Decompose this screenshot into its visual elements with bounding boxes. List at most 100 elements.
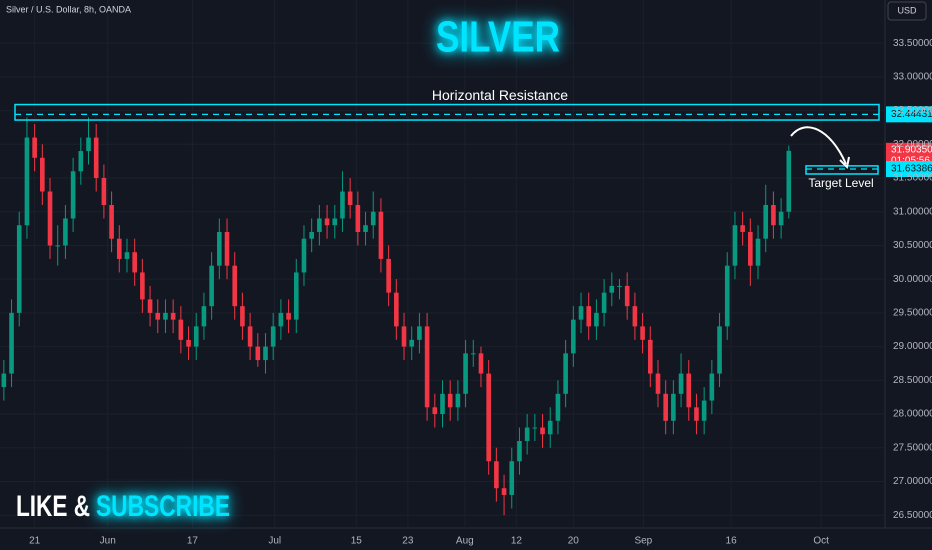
candle-body <box>740 225 745 232</box>
target-band <box>805 165 879 175</box>
y-tick-label: 27.00000 <box>893 476 932 487</box>
candle-body <box>293 272 299 320</box>
candle-body <box>470 353 476 355</box>
y-tick-label: 32.50000 <box>893 105 932 116</box>
y-tick-label: 29.00000 <box>893 341 932 352</box>
y-tick-label: 30.00000 <box>893 274 932 285</box>
candle-body <box>40 157 45 192</box>
candle-body <box>70 171 76 219</box>
candle-body <box>447 393 453 408</box>
candle-body <box>301 238 307 273</box>
footer-right: SUBSCRIBE <box>96 490 230 523</box>
candle-body <box>417 326 422 340</box>
candles <box>1 117 792 516</box>
y-tick-label: 29.50000 <box>893 308 932 319</box>
candle-body <box>247 326 253 347</box>
x-tick-label: 16 <box>726 536 738 547</box>
candle-body <box>386 258 391 293</box>
candle-body <box>432 407 438 415</box>
candle-body <box>209 265 214 307</box>
candle-body <box>347 191 353 205</box>
candle-body <box>578 306 584 320</box>
x-tick-label: 21 <box>29 536 41 547</box>
x-tick-label: Aug <box>456 536 474 547</box>
candle-body <box>263 346 268 361</box>
candle-body <box>678 373 684 394</box>
candle-body <box>270 326 276 347</box>
y-tick-label: 27.50000 <box>893 442 932 453</box>
target-name: Target Level <box>808 176 873 190</box>
candle-body <box>217 231 222 266</box>
candle-body <box>324 218 330 226</box>
candle-body <box>378 211 384 259</box>
footer-left: LIKE & <box>16 490 90 523</box>
y-tick-label: 31.50000 <box>893 173 932 184</box>
y-tick-label: 31.00000 <box>893 206 932 217</box>
candle-body <box>186 339 191 347</box>
candle-body <box>232 265 238 307</box>
candle-body <box>309 231 314 239</box>
candle-body <box>478 353 484 374</box>
x-tick-label: 12 <box>511 536 523 547</box>
y-tick-label: 30.50000 <box>893 240 932 251</box>
candle-body <box>224 231 230 266</box>
candle-body <box>32 137 37 158</box>
y-tick-label: 32.00000 <box>893 139 932 150</box>
candle-body <box>440 393 445 415</box>
candle-body <box>116 238 122 259</box>
candle-body <box>355 204 361 232</box>
y-tick-label: 33.50000 <box>893 38 932 49</box>
candle-body <box>170 312 176 320</box>
candle-body <box>786 150 792 212</box>
candle-body <box>724 265 730 327</box>
candle-body <box>517 441 522 462</box>
y-tick-label: 33.00000 <box>893 72 932 83</box>
currency-box <box>887 1 927 21</box>
candle-body <box>178 319 184 340</box>
candle-body <box>709 373 715 401</box>
candle-body <box>663 393 668 421</box>
candle-body <box>16 225 22 313</box>
candle-body <box>501 488 507 495</box>
candle-body <box>617 285 622 287</box>
candle-body <box>409 339 415 347</box>
candle-body <box>701 400 707 421</box>
target-price: 31.63386 <box>891 164 932 175</box>
candle-body <box>163 312 168 320</box>
candle-body <box>124 252 130 259</box>
grid <box>0 0 885 528</box>
resistance-price: 32.44431 <box>891 109 932 120</box>
candle-body <box>540 427 545 435</box>
candle-body <box>694 407 699 421</box>
candle-body <box>601 292 607 313</box>
candle-body <box>494 461 499 489</box>
countdown: 01:05:56 <box>891 155 930 166</box>
candle-body <box>532 427 538 429</box>
candle-body <box>101 178 107 205</box>
candle-body <box>78 151 84 172</box>
candle-body <box>401 326 407 347</box>
candle-body <box>340 191 345 219</box>
candle-body <box>155 312 161 320</box>
candle-body <box>748 231 753 266</box>
x-tick-label: 17 <box>187 536 199 547</box>
candle-body <box>778 211 784 226</box>
candle-body <box>586 306 592 327</box>
candle-body <box>394 292 399 327</box>
candle-body <box>463 353 468 394</box>
candle-body <box>255 346 261 361</box>
candle-body <box>624 285 630 307</box>
y-tick-label: 26.50000 <box>893 510 932 521</box>
x-tick-label: Oct <box>813 536 829 547</box>
x-tick-label: 15 <box>351 536 363 547</box>
arrow-head <box>839 156 850 170</box>
candle-body <box>655 373 661 394</box>
symbol-label: Silver / U.S. Dollar, 8h, OANDA <box>6 4 131 14</box>
candle-body <box>671 393 676 421</box>
candle-body <box>524 427 530 442</box>
candle-body <box>286 312 291 320</box>
candle-body <box>9 312 14 374</box>
candle-body <box>1 373 7 388</box>
candle-body <box>317 218 322 232</box>
